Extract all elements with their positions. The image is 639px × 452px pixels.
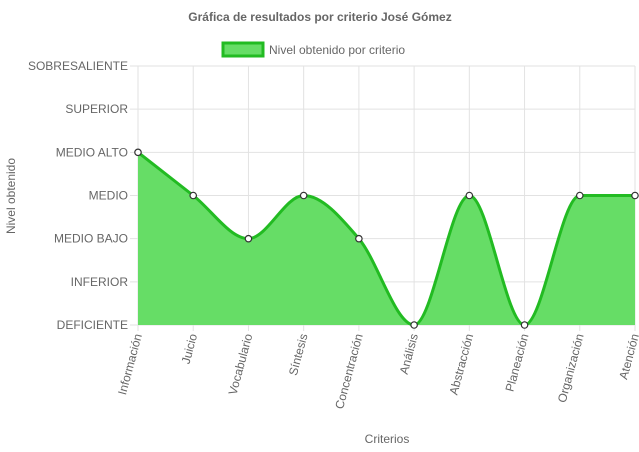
y-axis-title: Nivel obtenido xyxy=(4,158,18,234)
series-area-fill xyxy=(138,152,635,325)
y-tick-label: SOBRESALIENTE xyxy=(28,59,128,73)
x-tick-label: Organización xyxy=(555,332,587,404)
x-tick-label: Síntesis xyxy=(286,332,311,377)
x-tick-label: Juicio xyxy=(179,332,201,366)
data-point[interactable] xyxy=(410,321,418,329)
series-area xyxy=(138,152,635,325)
legend[interactable]: Nivel obtenido por criterio xyxy=(221,41,405,58)
x-tick-label: Planeación xyxy=(503,332,532,393)
y-tick-label: SUPERIOR xyxy=(65,102,128,116)
legend-swatch xyxy=(221,41,265,58)
data-point[interactable] xyxy=(244,234,253,243)
data-point[interactable] xyxy=(631,191,639,200)
y-tick-label: INFERIOR xyxy=(71,275,129,289)
data-point[interactable] xyxy=(299,191,308,200)
data-point[interactable] xyxy=(355,234,363,243)
y-tick-label: DEFICIENTE xyxy=(57,318,128,332)
chart-title: Gráfica de resultados por criterio José … xyxy=(188,10,451,24)
data-point[interactable] xyxy=(134,148,142,157)
legend-label: Nivel obtenido por criterio xyxy=(269,43,405,57)
x-tick-label: Información xyxy=(115,332,145,396)
data-point[interactable] xyxy=(465,191,474,200)
y-tick-label: MEDIO xyxy=(89,189,128,203)
x-axis-title: Criterios xyxy=(365,432,410,446)
data-point[interactable] xyxy=(520,321,529,329)
x-tick-label: Abstracción xyxy=(446,332,476,396)
x-tick-label: Concentración xyxy=(332,332,366,410)
x-axis-ticks: Información Juicio Vocabulario Síntesis Conc… xyxy=(115,332,639,411)
data-points xyxy=(134,148,639,329)
y-axis-ticks: DEFICIENTE INFERIOR MEDIO BAJO MEDIO MEDIO A… xyxy=(28,59,128,332)
data-point[interactable] xyxy=(575,191,584,200)
data-point[interactable] xyxy=(189,191,198,200)
x-tick-label: Análisis xyxy=(397,332,421,376)
y-tick-label: MEDIO BAJO xyxy=(54,232,128,246)
y-tick-label: MEDIO ALTO xyxy=(56,145,128,159)
x-tick-label: Vocabulario xyxy=(226,332,256,397)
x-tick-label: Atención xyxy=(616,332,639,381)
